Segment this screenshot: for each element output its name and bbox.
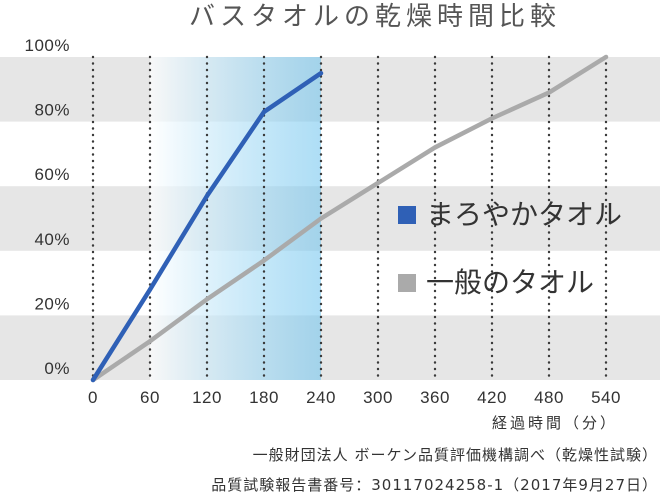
y-tick-label: 100% [25,36,70,55]
x-axis-ticks: 0 60 120 180 240 300 360 420 480 540 [88,388,621,407]
source-note: 一般財団法人 ボーケン品質評価機構調べ（乾燥性試験） [252,446,658,464]
legend-label-series-0: まろやかタオル [426,198,623,231]
data-point [91,378,95,382]
data-point [262,109,266,114]
data-point [604,55,608,59]
data-point [376,180,380,185]
data-point [262,258,266,263]
y-tick-label: 80% [34,101,70,120]
data-point [205,297,209,302]
x-tick-label: 480 [534,388,564,407]
data-point [547,90,551,95]
data-point [490,116,494,121]
legend-swatch-series-1 [398,274,416,292]
data-point [148,287,152,292]
x-tick-label: 180 [249,388,279,407]
data-point [319,71,323,76]
legend-item-series-0: まろやかタオル [398,197,622,233]
grid-band [0,186,660,251]
data-point [319,216,323,221]
x-tick-label: 540 [591,388,621,407]
series-0 [90,70,324,383]
y-tick-label: 20% [34,294,70,313]
highlight-range [150,57,321,380]
x-tick-label: 360 [420,388,450,407]
data-point [148,339,152,344]
chart-plot: 0% 20% 40% 60% 80% 100% 0 60 120 180 240 300 360 420 4… [0,36,660,407]
x-tick-label: 300 [363,388,393,407]
report-number-note: 品質試験報告書番号：30117024258-1（2017年9月27日） [211,476,658,494]
series-line-1 [90,54,609,383]
y-tick-label: 0% [44,359,70,378]
legend-item-series-1: 一般のタオル [398,265,594,301]
x-tick-label: 240 [306,388,336,407]
x-tick-label: 0 [88,388,98,407]
legend-swatch-series-0 [398,206,416,224]
series-1 [90,54,609,383]
x-axis-label: 経過時間（分） [491,414,618,432]
data-point [433,145,437,150]
legend-label-series-1: 一般のタオル [426,266,595,299]
chart-title: バスタオルの乾燥時間比較 [188,2,561,32]
x-tick-label: 60 [140,388,160,407]
y-axis-ticks: 0% 20% 40% 60% 80% 100% [25,36,70,378]
y-tick-label: 40% [34,230,70,249]
y-tick-label: 60% [34,165,70,184]
data-point [205,193,209,198]
x-tick-label: 120 [192,388,222,407]
x-tick-label: 420 [477,388,507,407]
grid-band [0,57,660,122]
